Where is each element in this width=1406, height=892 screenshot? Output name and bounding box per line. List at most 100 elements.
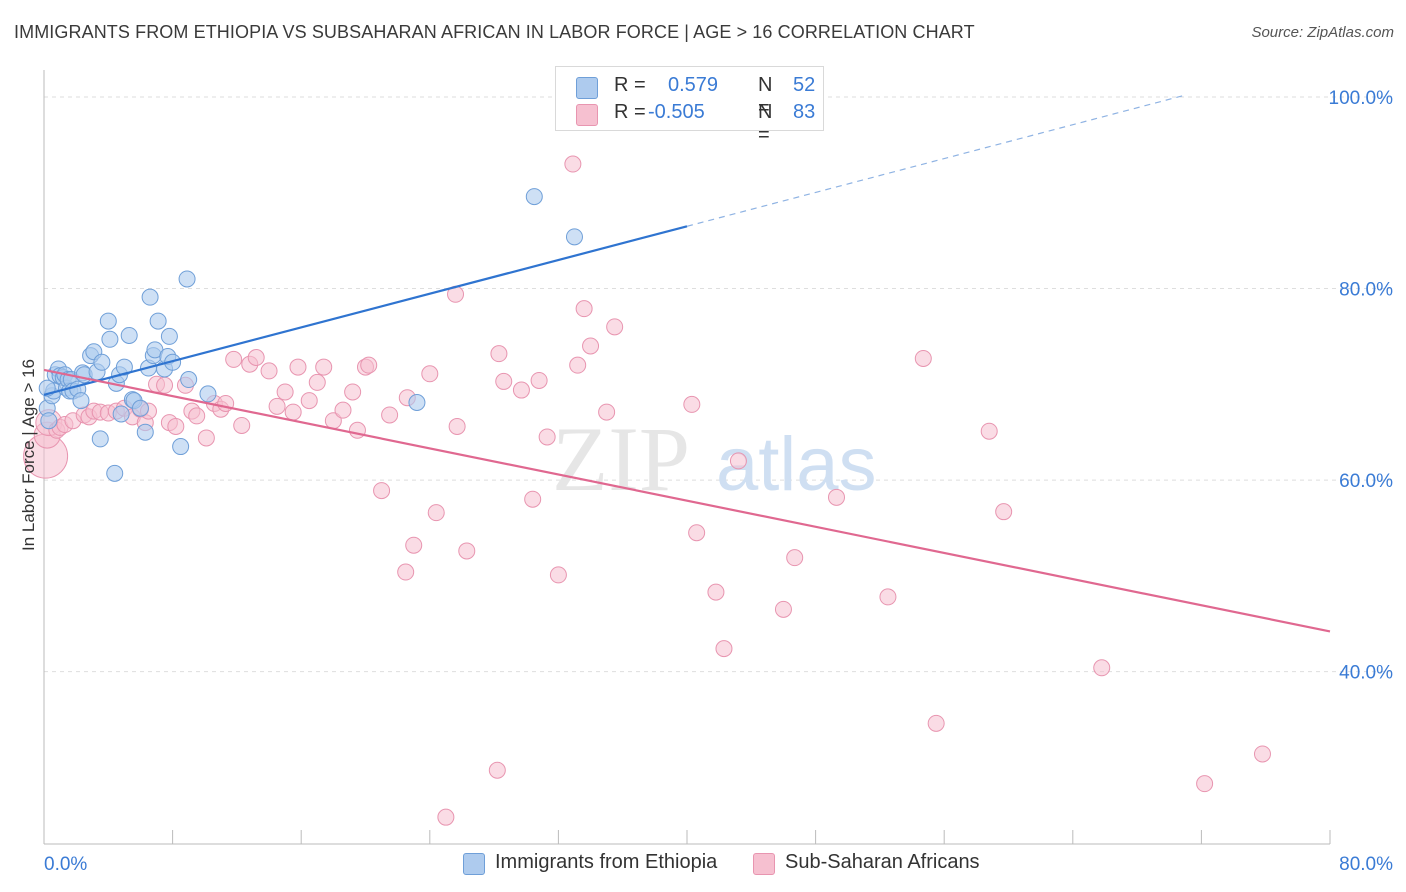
legend-n-label: N = — [758, 74, 773, 119]
point-subsaharan — [538, 428, 556, 446]
legend-swatch-pink — [753, 853, 775, 875]
point-subsaharan — [308, 373, 326, 391]
legend-swatch-blue — [463, 853, 485, 875]
point-subsaharan — [774, 600, 792, 618]
trend-lines — [43, 94, 1331, 633]
point-subsaharan — [421, 365, 439, 383]
point-subsaharan — [334, 401, 352, 419]
point-ethiopia — [91, 430, 109, 448]
watermark-zip: ZIP — [552, 408, 690, 510]
point-subsaharan — [564, 155, 582, 173]
chart-title: IMMIGRANTS FROM ETHIOPIA VS SUBSAHARAN A… — [14, 22, 975, 42]
point-subsaharan — [276, 383, 294, 401]
point-subsaharan — [427, 504, 445, 522]
point-subsaharan — [1196, 775, 1214, 793]
point-ethiopia — [131, 399, 149, 417]
tick-labels: 40.0% 60.0% 80.0% 100.0% — [1329, 88, 1394, 684]
point-subsaharan — [606, 318, 624, 336]
legend-r-label: R = — [614, 101, 646, 123]
point-subsaharan — [927, 714, 945, 732]
point-subsaharan — [397, 563, 415, 581]
point-subsaharan — [448, 417, 466, 435]
point-subsaharan — [488, 761, 506, 779]
trend-line-subsaharan — [43, 368, 1331, 633]
point-ethiopia — [106, 464, 124, 482]
point-ethiopia — [40, 412, 58, 430]
correlation-legend: R = 0.579 N = 52 R = -0.505 N = 83 — [555, 66, 824, 146]
point-ethiopia — [120, 326, 138, 344]
x-axis-min-label: 0.0% — [44, 854, 87, 875]
point-subsaharan — [575, 300, 593, 318]
legend-n-value: 83 — [793, 101, 816, 123]
point-subsaharan — [524, 490, 542, 508]
point-subsaharan — [233, 416, 251, 434]
point-subsaharan — [707, 583, 725, 601]
legend-r-value: 0.579 — [668, 74, 719, 96]
point-subsaharan — [980, 422, 998, 440]
point-subsaharan — [1093, 659, 1111, 677]
point-subsaharan — [381, 406, 399, 424]
point-subsaharan — [268, 397, 286, 415]
series-ethiopia-points — [38, 188, 583, 482]
legend-label-subsaharan: Sub-Saharan Africans — [785, 851, 980, 873]
point-subsaharan — [582, 337, 600, 355]
point-subsaharan — [549, 566, 567, 584]
point-ethiopia — [199, 385, 217, 403]
watermark: ZIP atlas — [552, 408, 877, 510]
point-subsaharan — [405, 536, 423, 554]
point-ethiopia — [72, 392, 90, 410]
point-subsaharan — [167, 417, 185, 435]
point-ethiopia — [180, 371, 198, 389]
point-ethiopia — [565, 228, 583, 246]
point-subsaharan — [344, 383, 362, 401]
y-tick-label: 100.0% — [1329, 88, 1394, 109]
point-subsaharan — [247, 348, 265, 366]
point-ethiopia — [141, 288, 159, 306]
point-subsaharan — [914, 349, 932, 367]
point-subsaharan — [188, 407, 206, 425]
point-ethiopia — [525, 188, 543, 206]
point-subsaharan — [197, 429, 215, 447]
point-ethiopia — [101, 330, 119, 348]
point-ethiopia — [172, 438, 190, 456]
point-subsaharan — [688, 524, 706, 542]
legend-swatch-blue — [576, 77, 598, 99]
point-subsaharan — [156, 376, 174, 394]
point-ethiopia — [149, 312, 167, 330]
point-ethiopia — [99, 312, 117, 330]
point-subsaharan — [300, 392, 318, 410]
y-tick-label: 40.0% — [1339, 663, 1393, 684]
point-subsaharan — [995, 503, 1013, 521]
point-subsaharan — [260, 362, 278, 380]
point-subsaharan — [373, 482, 391, 500]
legend-n-value: 52 — [793, 74, 816, 96]
point-subsaharan — [360, 356, 378, 374]
point-ethiopia — [115, 358, 133, 376]
point-subsaharan — [315, 358, 333, 376]
point-subsaharan — [490, 345, 508, 363]
y-tick-label: 80.0% — [1339, 280, 1393, 301]
series-subsaharan-points — [23, 155, 1271, 826]
point-ethiopia — [93, 353, 111, 371]
trend-line-ethiopia — [43, 225, 688, 396]
point-subsaharan — [284, 403, 302, 421]
legend-r-value: -0.505 — [648, 101, 705, 123]
x-axis-max-label: 80.0% — [1339, 854, 1393, 875]
point-subsaharan — [289, 358, 307, 376]
point-subsaharan — [512, 381, 530, 399]
point-subsaharan — [786, 549, 804, 567]
point-ethiopia — [408, 394, 426, 412]
y-axis-label: In Labor Force | Age > 16 — [19, 359, 38, 551]
point-subsaharan — [715, 640, 733, 658]
point-subsaharan — [729, 452, 747, 470]
point-ethiopia — [136, 423, 154, 441]
source-label: Source: ZipAtlas.com — [1251, 24, 1394, 41]
point-subsaharan — [225, 350, 243, 368]
point-subsaharan — [458, 542, 476, 560]
legend-n-label: N = — [758, 101, 773, 146]
legend-label-ethiopia: Immigrants from Ethiopia — [495, 851, 718, 873]
point-ethiopia — [112, 405, 130, 423]
legend-r-label: R = — [614, 74, 646, 96]
grid — [44, 96, 1392, 673]
